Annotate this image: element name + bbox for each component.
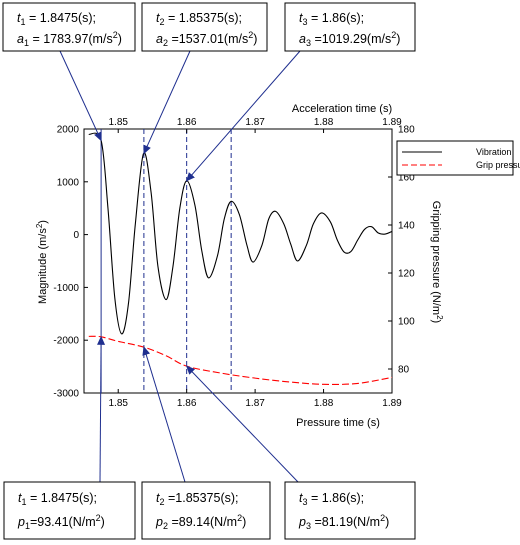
y-right-tick-label: 120 — [398, 269, 415, 280]
y-right-tick-label: 180 — [398, 125, 415, 136]
series-line-vibration — [88, 132, 393, 335]
annotation-box-frame — [3, 481, 136, 540]
annotation-arrow — [142, 346, 186, 483]
y-left-tick-label: 1000 — [57, 177, 80, 188]
annotation-bottom-box-2: t2 =1.85375(s); p2 =89.14(N/m2) — [141, 481, 271, 540]
x-top-tick-label: 1.86 — [177, 117, 197, 128]
annotation-top-box-3: t3 = 1.86(s); a3 =1019.29(m/s2) — [284, 2, 416, 52]
annotation-time-text: t2 = 1.85375(s); — [156, 11, 242, 27]
annotation-arrow — [143, 50, 191, 155]
annotation-top-box-2: t2 = 1.85375(s); a2 =1537.01(m/s2) — [141, 2, 268, 52]
annotation-time-text: t1 = 1.8475(s); — [17, 11, 96, 27]
legend: Vibration Grip pressure — [396, 140, 520, 176]
y-left-tick-label: 0 — [73, 230, 79, 241]
y-right-tick-label: 100 — [398, 317, 415, 328]
annotation-acceleration-text: a1 = 1783.97(m/s2) — [17, 30, 122, 48]
annotation-arrow — [186, 50, 301, 182]
annotation-time-text: t3 = 1.86(s); — [299, 11, 364, 27]
annotation-arrow — [59, 50, 102, 142]
annotation-bottom-box-3: t3 = 1.86(s); p3 =81.19(N/m2) — [284, 481, 416, 540]
annotation-time-text: t2 =1.85375(s); — [156, 491, 239, 507]
y-left-tick-label: -2000 — [53, 336, 79, 347]
x-bottom-tick-label: 1.88 — [314, 398, 334, 409]
y-right-tick-label: 80 — [398, 365, 410, 376]
plot-frame — [83, 128, 393, 394]
x-bottom-tick-label: 1.89 — [382, 398, 402, 409]
annotation-pressure-text: p3 =81.19(N/m2) — [298, 513, 389, 531]
annotation-box-frame — [284, 481, 416, 540]
x-bottom-tick-label: 1.87 — [245, 398, 265, 409]
annotation-arrow — [97, 335, 106, 483]
annotation-acceleration-text: a2 =1537.01(m/s2) — [156, 30, 257, 48]
legend-label-vibration: Vibration — [476, 147, 511, 157]
y-left-tick-label: 2000 — [57, 125, 80, 136]
x-bottom-tick-label: 1.85 — [108, 398, 128, 409]
y-left-tick-label: -3000 — [53, 389, 79, 400]
y-right-tick-label: 160 — [398, 173, 415, 184]
annotation-pressure-text: p2 =89.14(N/m2) — [155, 513, 246, 531]
annotation-box-frame — [141, 481, 271, 540]
annotation-arrow — [185, 365, 299, 483]
annotation-time-text: t1 = 1.8475(s); — [18, 491, 97, 507]
annotation-box-frame — [141, 2, 268, 52]
x-top-tick-label: 1.85 — [108, 117, 128, 128]
legend-box — [396, 140, 514, 176]
y-right-axis-title: Gripping pressure (N/m2) — [430, 201, 444, 323]
y-left-tick-label: -1000 — [53, 283, 79, 294]
x-top-tick-label: 1.89 — [382, 117, 402, 128]
x-top-tick-label: 1.87 — [245, 117, 265, 128]
y-right-tick-label: 140 — [398, 221, 415, 232]
y-left-axis-title: Magnitude (m/s2) — [35, 220, 49, 304]
annotation-top-box-1: t1 = 1.8475(s); a1 = 1783.97(m/s2) — [2, 2, 136, 52]
annotation-acceleration-text: a3 =1019.29(m/s2) — [299, 30, 400, 48]
annotation-box-frame — [284, 2, 416, 52]
annotation-time-text: t3 = 1.86(s); — [299, 491, 364, 507]
annotation-bottom-box-1: t1 = 1.8475(s); p1=93.41(N/m2) — [3, 481, 136, 540]
x-top-axis-title: Acceleration time (s) — [292, 103, 392, 115]
annotation-pressure-text: p1=93.41(N/m2) — [17, 513, 105, 531]
series-line-grip-pressure — [88, 335, 393, 386]
x-bottom-axis-title: Pressure time (s) — [296, 417, 380, 429]
x-bottom-tick-label: 1.86 — [177, 398, 197, 409]
x-top-tick-label: 1.88 — [314, 117, 334, 128]
legend-label-grip-pressure: Grip pressure — [476, 160, 520, 170]
annotation-box-frame — [2, 2, 136, 52]
